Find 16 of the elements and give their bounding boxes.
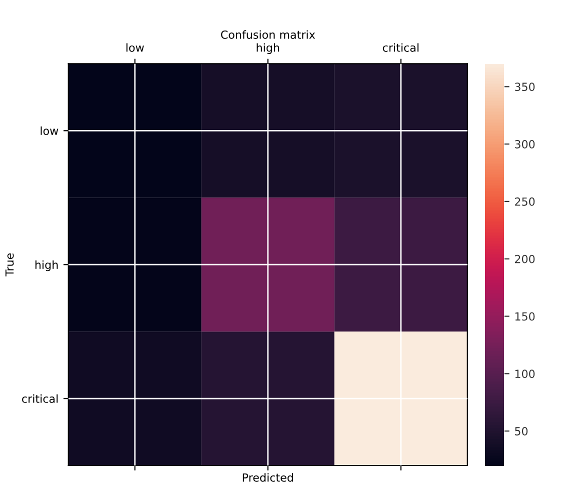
- y-tick-label: low: [40, 126, 58, 136]
- color-bar-label: 250: [514, 197, 535, 206]
- color-bar-label: 100: [515, 370, 535, 378]
- color-bar-label: 300: [515, 140, 535, 148]
- y-tick-label: critical: [22, 394, 58, 403]
- x-tick-label: low: [126, 43, 144, 52]
- y-tick-label: high: [35, 260, 58, 272]
- color-bar-label: 50: [515, 427, 528, 436]
- color-bar-label: 350: [515, 82, 535, 92]
- x-tick-label: high: [256, 43, 280, 54]
- x-axis-title: Predicted: [242, 473, 293, 482]
- chart-title: Confusion matrix: [221, 30, 316, 39]
- y-axis-title: True: [6, 253, 14, 276]
- color-bar-label: 200: [514, 254, 535, 264]
- x-tick-label: critical: [382, 43, 418, 52]
- color-bar-label: 150: [515, 312, 535, 321]
